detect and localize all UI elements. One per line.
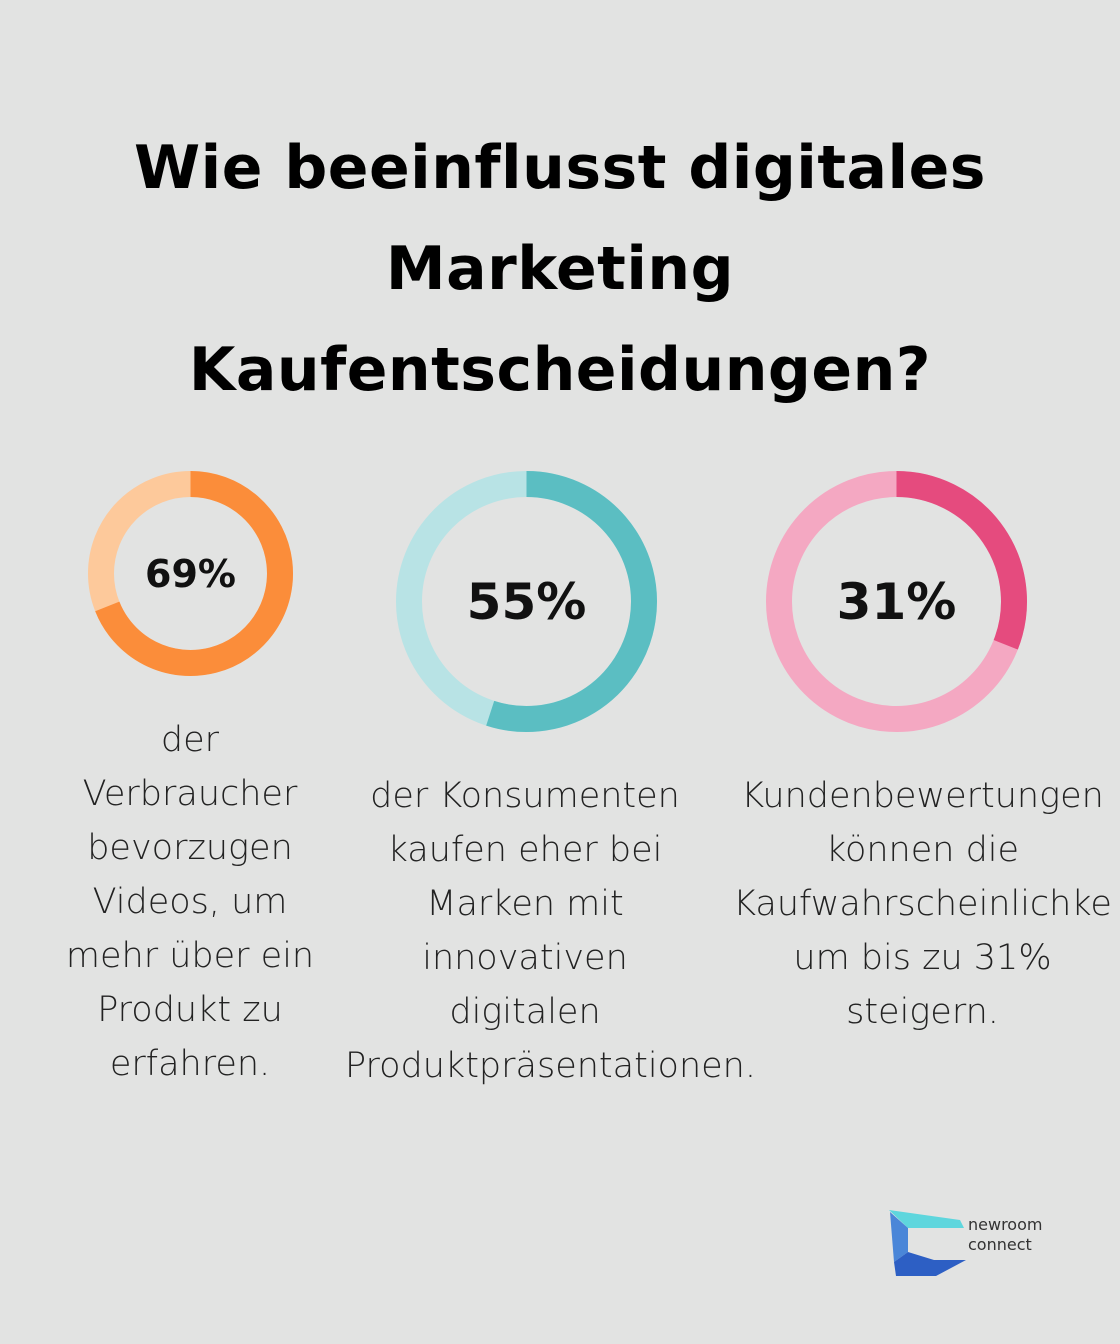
donut-2-percent-label: 55% bbox=[467, 573, 587, 631]
description-3-line: um bis zu 31% bbox=[793, 938, 1052, 978]
description-3-line: Kaufwahrscheinlichke bbox=[733, 884, 1112, 924]
newroom-connect-logo bbox=[889, 1210, 966, 1276]
description-1-line: erfahren. bbox=[109, 1044, 271, 1084]
description-2-line: kaufen eher bei bbox=[387, 830, 663, 870]
donut-chart-3: 31% bbox=[766, 471, 1027, 732]
logo-text: newroom connect bbox=[968, 1215, 1042, 1255]
donut-3-value-arc bbox=[896, 471, 1027, 650]
logo-mark-side bbox=[890, 1212, 908, 1262]
description-3-line: steigern. bbox=[846, 992, 999, 1032]
logo-mark-bottom bbox=[894, 1252, 966, 1276]
title-line-3: Kaufentscheidungen? bbox=[188, 335, 932, 405]
description-3: Kundenbewertungen können die Kaufwahrsch… bbox=[725, 769, 1120, 1039]
donut-1-value-arc bbox=[95, 471, 293, 676]
donut-1-percent-label: 69% bbox=[145, 552, 236, 596]
description-2: der Konsumenten kaufen eher bei Marken m… bbox=[345, 769, 756, 1093]
description-2-line: Produktpräsentationen. bbox=[345, 1046, 756, 1086]
title-line-1: Wie beeinflusst digitales bbox=[133, 133, 986, 203]
donut-chart-1: 69% bbox=[88, 471, 293, 676]
title-line-2: Marketing bbox=[385, 234, 735, 304]
description-2-line: der Konsumenten bbox=[370, 776, 680, 816]
description-1-line: der bbox=[160, 720, 220, 760]
page-title: Wie beeinflusst digitales Marketing Kauf… bbox=[60, 118, 1060, 421]
description-1-line: Verbraucher bbox=[82, 774, 298, 814]
description-1-line: Produkt zu bbox=[97, 990, 283, 1030]
logo-text-line-2: connect bbox=[968, 1235, 1032, 1254]
logo-text-line-1: newroom bbox=[968, 1215, 1043, 1234]
description-3-line: können die bbox=[825, 830, 1020, 870]
description-2-line: digitalen bbox=[449, 992, 601, 1032]
description-3-line: Kundenbewertungen bbox=[741, 776, 1104, 816]
description-1-line: mehr über ein bbox=[65, 936, 315, 976]
description-1: der Verbraucher bevorzugen Videos, um me… bbox=[40, 713, 340, 1091]
donut-chart-2: 55% bbox=[396, 471, 657, 732]
description-1-line: Videos, um bbox=[92, 882, 288, 922]
description-2-line: Marken mit bbox=[426, 884, 624, 924]
donut-3-percent-label: 31% bbox=[837, 573, 957, 631]
description-1-line: bevorzugen bbox=[87, 828, 293, 868]
donut-2-value-arc bbox=[486, 471, 657, 732]
description-2-line: innovativen bbox=[422, 938, 628, 978]
logo-mark-top bbox=[889, 1210, 964, 1228]
